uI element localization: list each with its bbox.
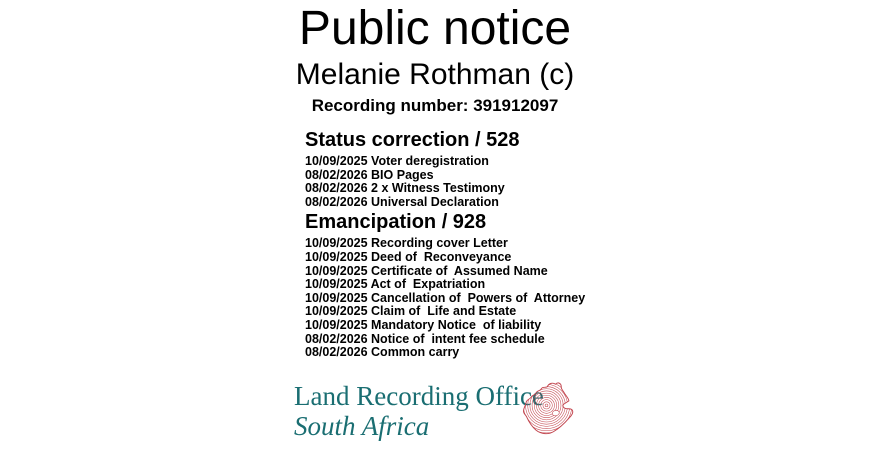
notice-section: Emancipation / 928 10/09/2025 Recording c… bbox=[305, 211, 615, 359]
document-list-item: 10/09/2025 Mandatory Notice of liability bbox=[305, 317, 542, 332]
document-list-item: 08/02/2026 Notice of intent fee schedule bbox=[305, 331, 545, 346]
document-list-item: 10/09/2025 Voter deregistration bbox=[305, 154, 489, 168]
document-list-item: 08/02/2026 2 x Witness Testimony bbox=[305, 181, 505, 196]
org-name: Land Recording Office bbox=[294, 381, 544, 411]
section-heading: Emancipation / 928 bbox=[305, 211, 487, 234]
document-list-item: 10/09/2025 Certificate of Assumed Name bbox=[305, 263, 548, 278]
document-list-item: 10/09/2025 Deed of Reconveyance bbox=[305, 249, 512, 264]
south-africa-fingerprint-map-icon bbox=[523, 382, 574, 435]
footer-logo: Land Recording Office South Africa bbox=[294, 381, 544, 442]
notice-section: Status correction / 528 10/09/2025 Voter … bbox=[305, 129, 615, 209]
document-list-item: 10/09/2025 Act of Expatriation bbox=[305, 277, 486, 292]
section-heading: Status correction / 528 bbox=[305, 129, 520, 151]
document-list-item: 10/09/2025 Claim of Life and Estate bbox=[305, 304, 517, 319]
notice-sections: Status correction / 528 10/09/2025 Voter … bbox=[305, 129, 615, 362]
document-list-item: 08/02/2026 BIO Pages bbox=[305, 167, 434, 182]
document-list-item: 10/09/2025 Cancellation of Powers of Att… bbox=[305, 290, 586, 305]
org-region: South Africa bbox=[294, 411, 430, 441]
document-list-item: 08/02/2026 Common carry bbox=[305, 345, 460, 360]
subject-name: Melanie Rothman (c) bbox=[295, 58, 575, 91]
page-title: Public notice bbox=[298, 2, 572, 55]
document-list-item: 08/02/2026 Universal Declaration bbox=[305, 194, 499, 209]
document-list-item: 10/09/2025 Recording cover Letter bbox=[305, 236, 508, 251]
lesotho-cutout bbox=[552, 410, 560, 417]
recording-number: Recording number: 391912097 bbox=[311, 96, 559, 115]
